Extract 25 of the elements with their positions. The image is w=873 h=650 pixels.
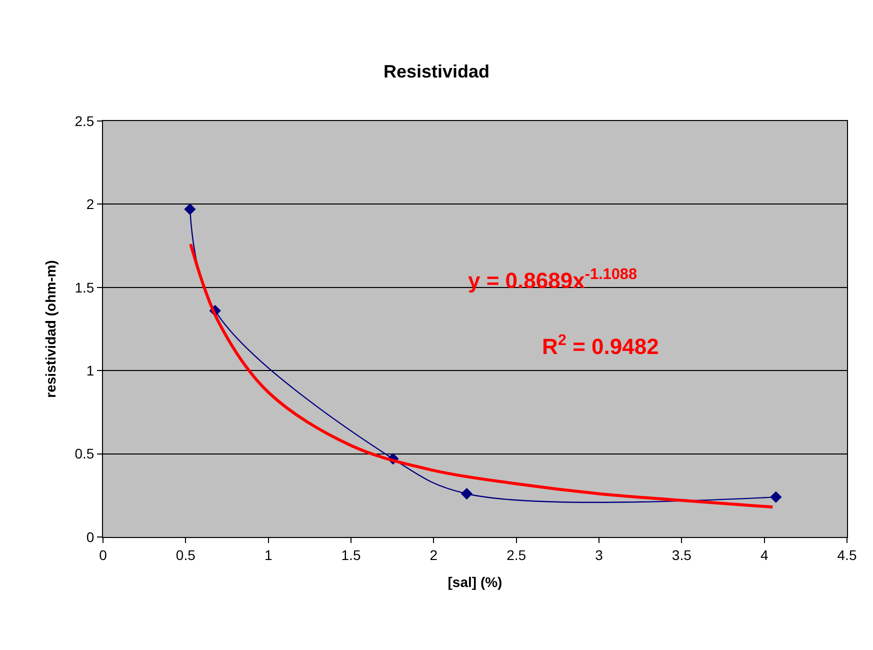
chart-title: Resistividad <box>383 62 490 82</box>
point <box>184 203 196 216</box>
x-tick-label: 2 <box>430 546 438 563</box>
annotation: R$^{2}$ = 0.9482 <box>542 332 659 360</box>
y-tick-label: 1.5 <box>74 279 94 296</box>
y-tick-label: 2.5 <box>74 112 94 129</box>
line-series <box>189 242 774 509</box>
x-tick-label: 1 <box>264 546 272 563</box>
x-tick-label: 3.5 <box>672 546 692 563</box>
x-axis-title: [sal] (%) <box>448 574 502 590</box>
x-tick-label: 3 <box>595 546 604 563</box>
point <box>460 488 473 500</box>
y-tick-label: 2 <box>86 196 94 212</box>
point <box>770 491 782 503</box>
x-tick-label: 4 <box>760 546 768 563</box>
x-tick-label: 4.5 <box>837 546 857 563</box>
y-tick-label: 1 <box>86 362 94 378</box>
x-tick-label: 0.5 <box>176 546 196 563</box>
x-tick-label: 0 <box>99 546 108 563</box>
x-tick-label: 1.5 <box>341 546 361 563</box>
y-tick-label: 0 <box>86 528 94 545</box>
y-axis-title: resistividad (ohm-m) <box>42 260 58 398</box>
annotation: y = 0.8689x$^{-1.1088}$ <box>468 266 638 294</box>
x-tick-label: 2.5 <box>506 546 526 563</box>
y-tick-label: 0.5 <box>74 446 94 462</box>
